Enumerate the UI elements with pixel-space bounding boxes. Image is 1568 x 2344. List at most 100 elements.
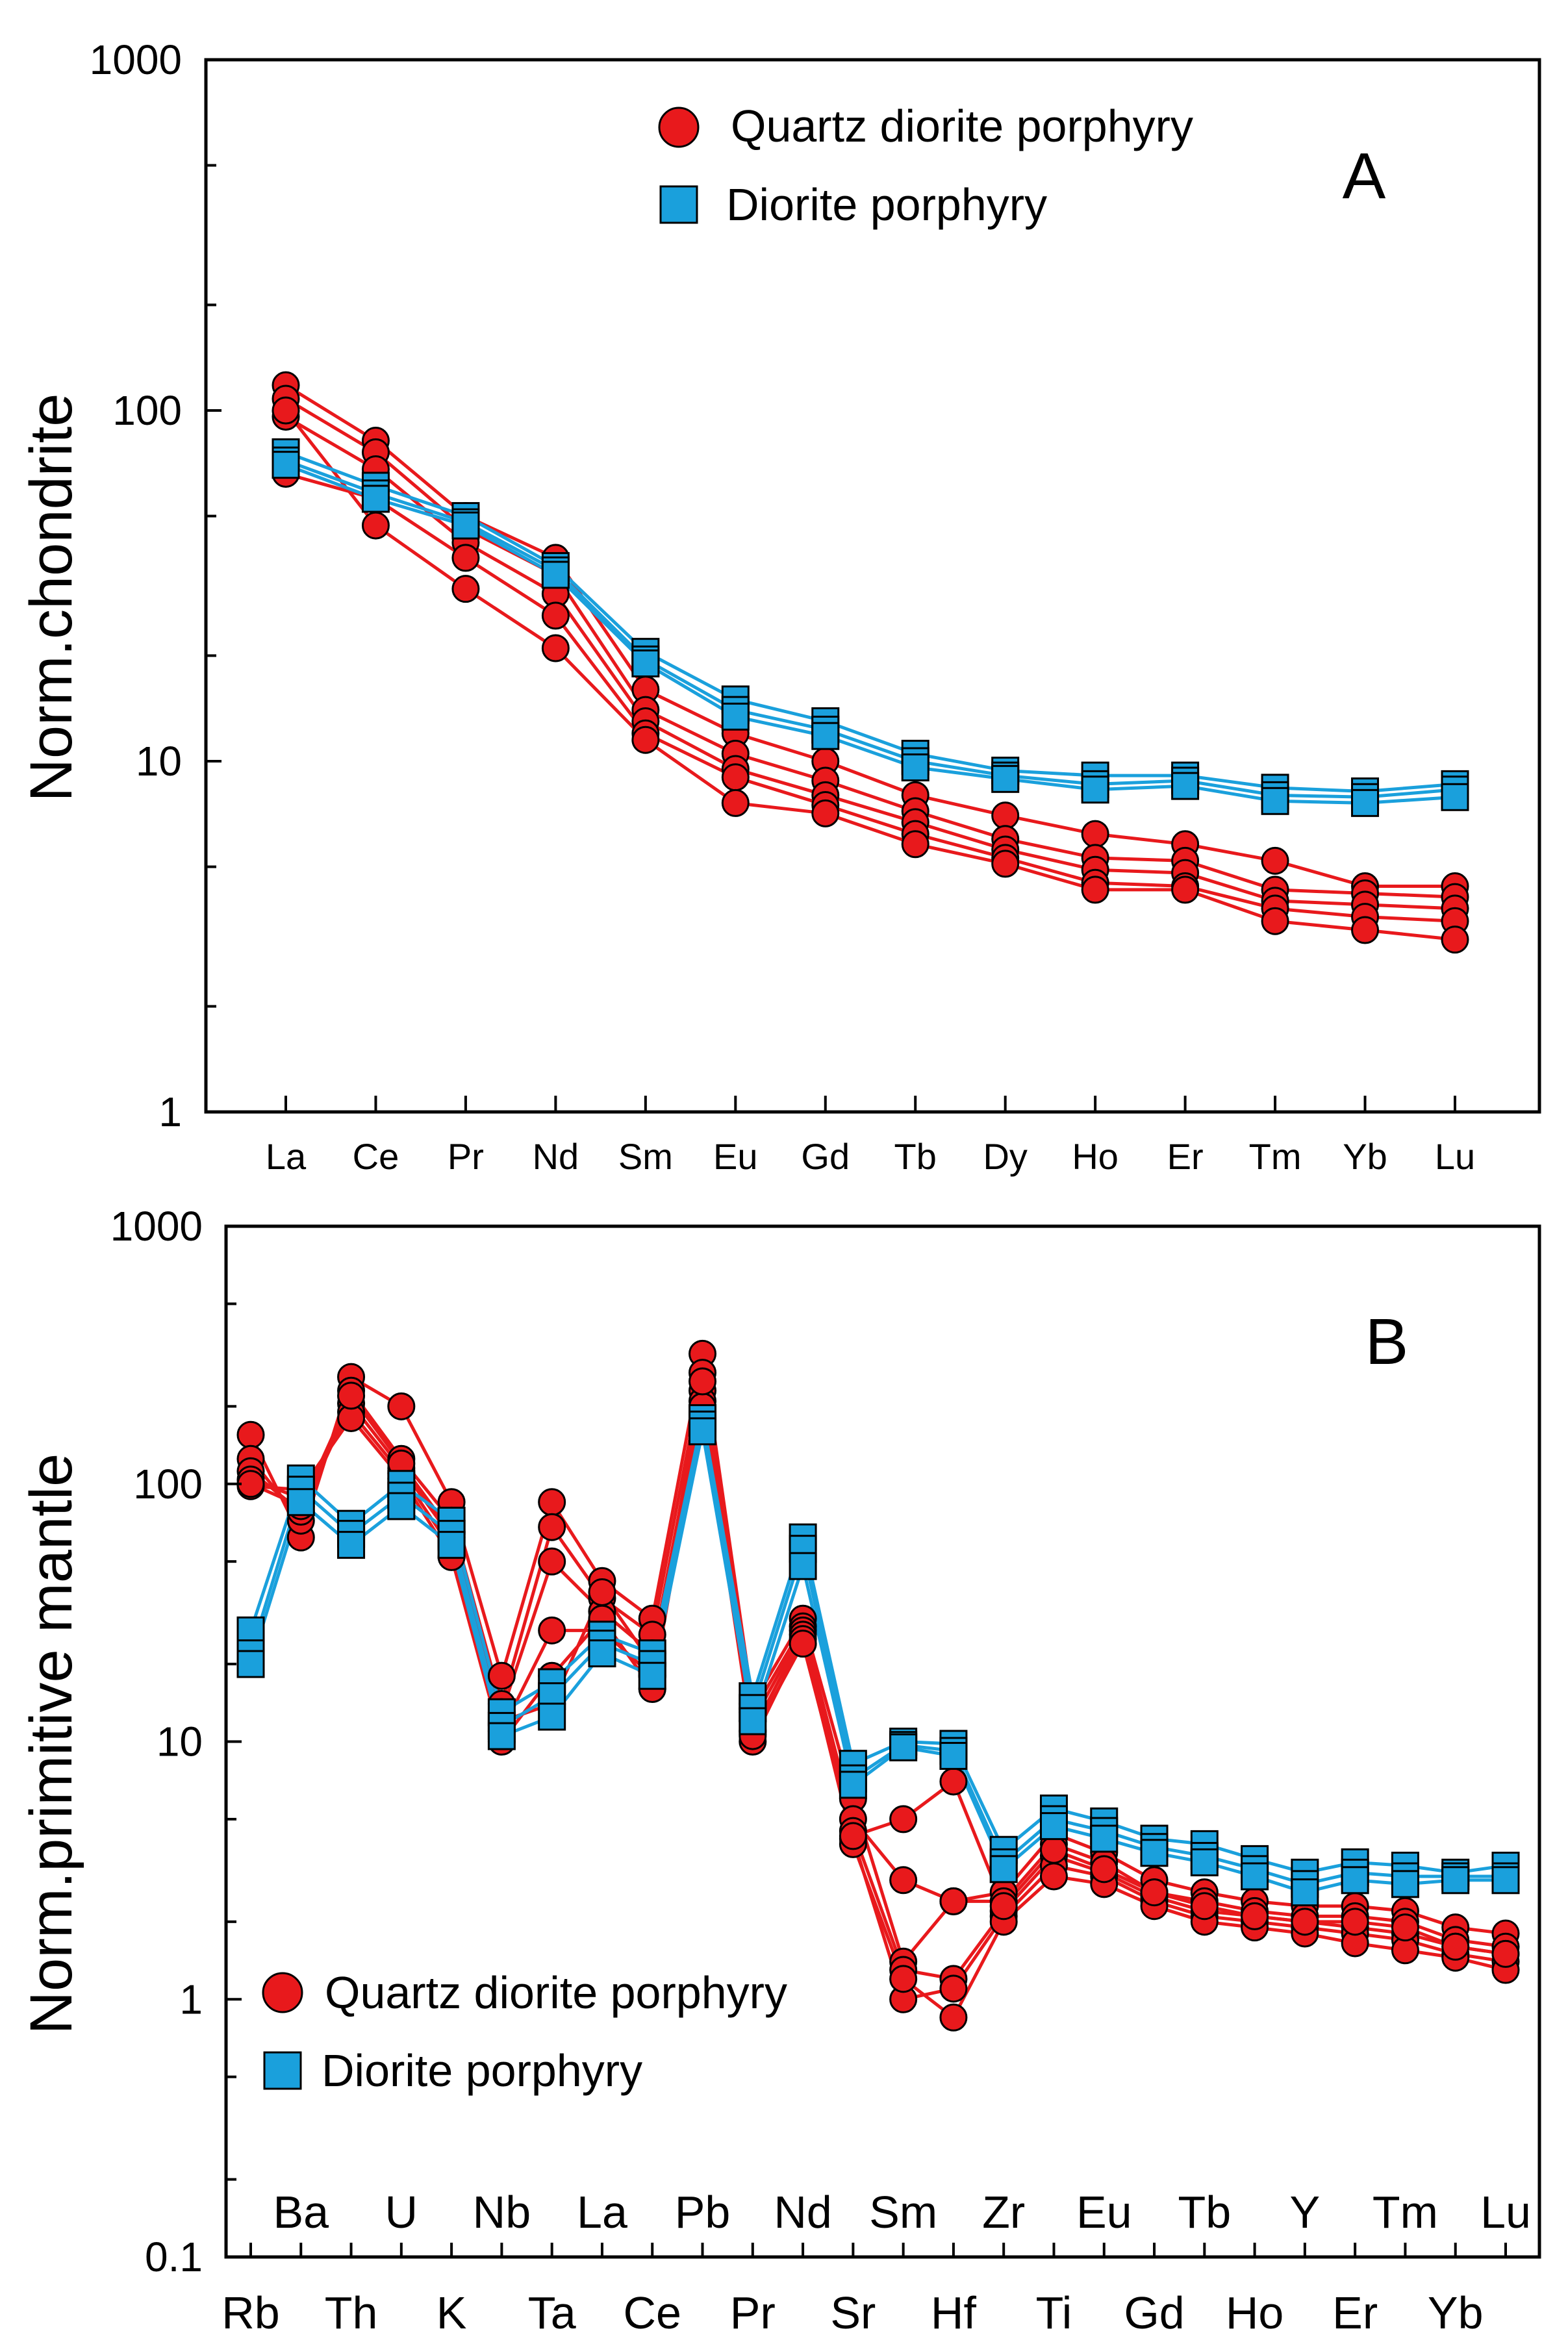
- panel-a-point-quartz: [272, 396, 300, 425]
- panel-b-legend-diorite-label: Diorite porphyry: [322, 2045, 642, 2096]
- panel-b-legend-diorite-marker: [263, 2051, 302, 2090]
- panel-a-series-line-quartz-1: [285, 397, 1456, 899]
- panel-b-point-quartz: [588, 1578, 616, 1606]
- panel-a-xtick-label-tm: Tm: [1249, 1136, 1302, 1177]
- panel-b-point-quartz: [1291, 1908, 1319, 1936]
- panel-b-ytick-label: 1000: [110, 1203, 203, 1250]
- panel-a-ytick-label: 10: [136, 738, 182, 785]
- panel-a-ytick-label: 100: [112, 387, 182, 434]
- panel-b-point-quartz: [889, 1805, 918, 1834]
- panel-b-point-quartz: [538, 1616, 566, 1645]
- panel-a-legend-quartz-marker: [658, 107, 700, 148]
- panel-b-ylabel: Norm.primitive mantle: [18, 1454, 84, 2035]
- panel-b-point-quartz: [939, 2003, 968, 2032]
- panel-b-point-diorite: [286, 1488, 315, 1517]
- panel-a-series-line-diorite-6: [285, 459, 1456, 799]
- panel-a-legend-diorite-marker: [659, 185, 698, 224]
- panel-a-point-quartz: [1081, 820, 1109, 848]
- panel-b-point-diorite: [789, 1552, 817, 1580]
- panel-b-point-quartz: [1241, 1902, 1269, 1930]
- panel-b-xtick-label-ce: Ce: [623, 2287, 681, 2338]
- panel-b-xtick-label-sm: Sm: [869, 2187, 937, 2237]
- panel-b-xtick-label-hf: Hf: [931, 2287, 977, 2338]
- panel-a-series-line-quartz-4: [285, 409, 1456, 942]
- panel-b-xtick-label-er: Er: [1332, 2287, 1378, 2338]
- panel-b-point-quartz: [1441, 1932, 1470, 1961]
- panel-a-xtick-label-eu: Eu: [713, 1136, 758, 1177]
- panel-a-ylabel: Norm.chondrite: [18, 394, 84, 802]
- panel-a-legend-diorite-label: Diorite porphyry: [726, 179, 1047, 230]
- panel-b-point-quartz: [1341, 1908, 1369, 1936]
- panel-a-legend-quartz-label: Quartz diorite porphyry: [731, 101, 1193, 151]
- panel-a-xtick-label-ce: Ce: [353, 1136, 399, 1177]
- panel-b-point-diorite: [487, 1722, 516, 1750]
- panel-a-point-diorite: [1351, 788, 1380, 817]
- panel-b-frame: [224, 1224, 1541, 2259]
- panel-a-point-quartz: [451, 544, 480, 572]
- panel-b-point-quartz: [337, 1381, 366, 1410]
- panel-b-point-quartz: [839, 1822, 867, 1850]
- panel-a-point-quartz: [1171, 876, 1200, 904]
- panel-a-xtick-label-er: Er: [1167, 1136, 1204, 1177]
- panel-b-series-line-diorite-6: [249, 1417, 1506, 1874]
- panel-b-legend-quartz-label: Quartz diorite porphyry: [325, 1967, 787, 2018]
- panel-b-xtick-label-sr: Sr: [830, 2287, 876, 2338]
- panel-b-series-line-diorite-7: [249, 1424, 1506, 1886]
- panel-a-point-quartz: [721, 788, 750, 817]
- panel-a-point-quartz: [1261, 846, 1289, 875]
- panel-b-point-diorite: [939, 1742, 968, 1771]
- panel-a-point-quartz: [901, 830, 929, 859]
- panel-b-point-diorite: [1140, 1839, 1169, 1867]
- panel-b-point-quartz: [1039, 1835, 1068, 1864]
- panel-a-point-diorite: [541, 561, 570, 589]
- panel-a-point-diorite: [1441, 783, 1469, 811]
- panel-b-xtick-label-u: U: [385, 2187, 418, 2237]
- panel-a-annotation: A: [1343, 140, 1386, 212]
- panel-a-point-diorite: [721, 702, 750, 731]
- panel-b-point-quartz: [538, 1488, 566, 1517]
- panel-b-point-diorite: [1190, 1848, 1219, 1876]
- panel-b-xtick-label-nb: Nb: [473, 2187, 531, 2237]
- panel-b-ytick-label: 1: [179, 1976, 203, 2023]
- panel-b-point-quartz: [1140, 1878, 1169, 1907]
- panel-b-point-diorite: [1341, 1866, 1369, 1895]
- panel-b-xtick-label-ho: Ho: [1226, 2287, 1283, 2338]
- panel-b-xtick-label-k: K: [436, 2287, 467, 2338]
- panel-b-point-diorite: [236, 1650, 265, 1678]
- panel-a-point-diorite: [1261, 787, 1289, 815]
- panel-b-xtick-label-yb: Yb: [1428, 2287, 1484, 2338]
- panel-a-point-quartz: [1351, 916, 1380, 944]
- panel-a-point-diorite: [1171, 772, 1200, 800]
- panel-b-point-quartz: [1391, 1913, 1419, 1942]
- panel-b-point-diorite: [1391, 1870, 1419, 1898]
- panel-a-point-quartz: [1081, 876, 1109, 904]
- panel-a-series-line-diorite-7: [285, 463, 1456, 805]
- panel-a-series-line-diorite-5: [285, 451, 1456, 794]
- panel-b-xtick-label-ti: Ti: [1036, 2287, 1072, 2338]
- panel-b-xtick-label-pb: Pb: [675, 2187, 731, 2237]
- panel-a-point-quartz: [361, 511, 390, 540]
- panel-b-legend-quartz-marker: [262, 1972, 303, 2013]
- panel-b-point-quartz: [538, 1513, 566, 1541]
- panel-b-point-quartz: [487, 1661, 516, 1690]
- panel-b-xtick-label-nd: Nd: [774, 2187, 831, 2237]
- panel-a-point-quartz: [541, 601, 570, 630]
- panel-b-point-diorite: [538, 1702, 566, 1731]
- panel-a-point-quartz: [1441, 926, 1469, 954]
- panel-a-point-quartz: [991, 850, 1020, 878]
- panel-a-xtick-label-sm: Sm: [618, 1136, 673, 1177]
- panel-b-xtick-label-zr: Zr: [982, 2187, 1025, 2237]
- panel-b-point-diorite: [387, 1492, 416, 1520]
- panel-b-point-diorite: [689, 1417, 717, 1446]
- panel-a-ytick-label: 1000: [90, 36, 182, 83]
- panel-b-point-diorite: [236, 1616, 265, 1645]
- panel-a-point-diorite: [451, 511, 480, 540]
- panel-a-frame: [204, 58, 1541, 1114]
- panel-b-point-diorite: [638, 1661, 666, 1690]
- panel-b-ytick-label: 0.1: [145, 2234, 203, 2280]
- panel-b-point-diorite: [1491, 1866, 1520, 1895]
- panel-a-point-diorite: [811, 722, 840, 750]
